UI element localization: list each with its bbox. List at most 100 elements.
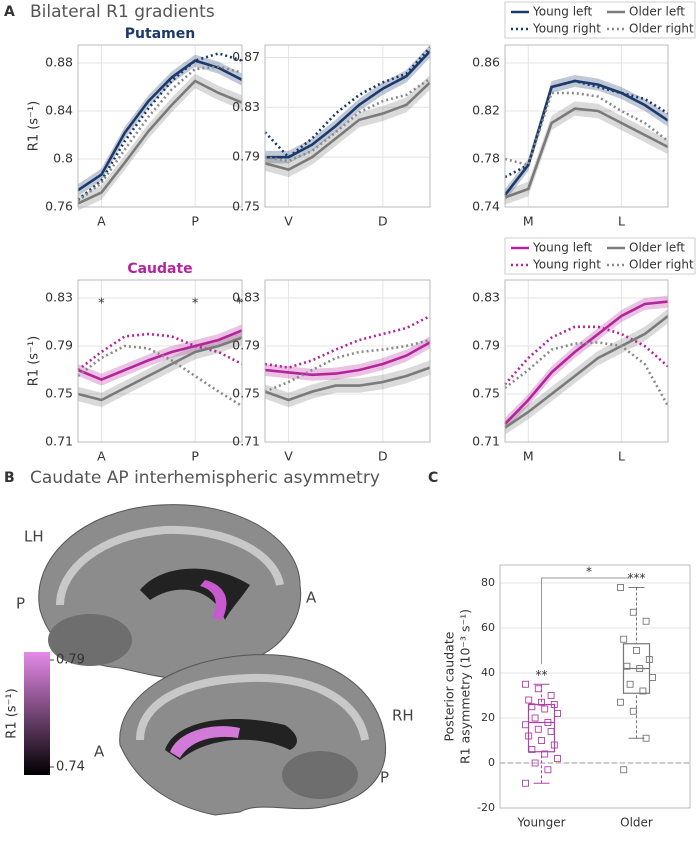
y-tick-label: 0.79: [472, 338, 500, 353]
data-point: [541, 705, 549, 713]
data-point: [550, 741, 558, 749]
x-tick-label: A: [97, 214, 106, 229]
data-point: [554, 710, 561, 717]
colorbar-tick-label: 0.79: [56, 653, 85, 668]
y-tick-label: 0.8: [53, 151, 73, 166]
significance: ***: [628, 571, 646, 585]
x-tick-label: L: [618, 449, 625, 464]
y-tick-label: 20: [481, 711, 495, 724]
y-tick-label: 0.83: [472, 290, 500, 305]
panel-label: A: [4, 4, 15, 20]
series-line: [264, 46, 431, 159]
data-point: [534, 685, 542, 693]
data-point: [531, 714, 539, 722]
series-line: [503, 79, 669, 196]
data-point: [522, 680, 529, 688]
data-point: [620, 766, 628, 774]
series-line: [504, 341, 670, 407]
y-tick-label: 0.76: [45, 199, 73, 214]
data-point: [528, 746, 536, 753]
brain-label: A: [94, 743, 105, 761]
plot-area: [78, 280, 242, 442]
error-band: [265, 74, 430, 178]
brain-label: A: [306, 589, 317, 607]
y-tick-label: 0.75: [45, 386, 73, 401]
data-point: [623, 662, 631, 670]
series-line: [265, 50, 431, 159]
x-tick-label: V: [284, 449, 293, 464]
x-tick-label: Younger: [516, 816, 565, 830]
data-point: [528, 703, 536, 711]
y-tick-label: 0.79: [232, 149, 260, 164]
plot-area: [265, 45, 430, 207]
series-line: [264, 338, 431, 393]
legend-box: [504, 237, 696, 275]
brain-label: P: [380, 769, 389, 787]
colorbar-tick-label: 0.74: [56, 760, 85, 775]
plot-area: [265, 280, 430, 442]
y-tick-label: 0.83: [232, 290, 260, 305]
data-point: [534, 725, 542, 733]
series-line: [264, 341, 431, 377]
legend-label: Older right: [629, 22, 694, 36]
panel-label: B: [4, 470, 15, 486]
y-tick-label: 0.74: [472, 199, 500, 214]
plot-frame: [264, 44, 431, 208]
y-tick-label: 60: [481, 621, 495, 634]
data-point: [642, 734, 650, 742]
x-tick-label: Older: [620, 816, 653, 830]
series-line: [264, 77, 431, 163]
brain-label: LH: [24, 528, 44, 546]
data-point: [620, 635, 628, 643]
brain-right: [119, 654, 387, 816]
y-tick-label: 0.71: [472, 434, 500, 449]
annotation: *: [98, 297, 105, 312]
x-tick-label: V: [284, 214, 293, 229]
series-line: [77, 79, 243, 205]
cortex: [136, 673, 369, 741]
error-band: [265, 336, 430, 381]
x-tick-label: L: [618, 214, 625, 229]
caudate-overlay: [170, 726, 240, 758]
plot-frame: [77, 279, 243, 443]
series-line: [77, 336, 243, 402]
y-axis-label: R1 asymmetry (10⁻³ s⁻¹): [458, 609, 473, 764]
y-tick-label: 0.79: [45, 338, 73, 353]
colorbar: [24, 652, 50, 775]
y-tick-label: 0.83: [45, 290, 73, 305]
y-tick-label: 0: [488, 756, 495, 769]
data-point: [531, 759, 539, 767]
plot-area: [78, 45, 242, 207]
x-tick-label: M: [523, 214, 534, 229]
legend-label: Young right: [532, 258, 601, 272]
error-band: [78, 73, 242, 211]
data-point: [636, 665, 644, 672]
data-point: [544, 766, 552, 774]
y-tick-label: 0.83: [232, 99, 260, 114]
series-line: [504, 91, 669, 167]
y-tick-label: 0.78: [472, 151, 500, 166]
legend: Young left Young right Older left Older rig…: [504, 1, 696, 39]
data-point: [522, 779, 529, 787]
data-point: [550, 701, 558, 708]
y-tick-label: 0.75: [232, 386, 260, 401]
data-point: [525, 732, 533, 740]
colorbar-label: R1 (s⁻¹): [5, 688, 20, 738]
comparison-bracket: [541, 577, 631, 665]
plot-frame: [264, 279, 431, 443]
data-point: [525, 696, 533, 704]
x-tick-label: D: [378, 214, 388, 229]
data-point: [522, 721, 529, 729]
y-tick-label: 0.84: [45, 103, 73, 118]
data-point: [617, 584, 624, 591]
data-point: [617, 698, 624, 706]
data-point: [544, 719, 552, 726]
legend-label: Young left: [532, 241, 592, 255]
data-point: [629, 608, 637, 616]
series-line: [504, 325, 669, 386]
data-point: [645, 656, 653, 663]
plot-frame: [504, 279, 669, 443]
annotation: *: [192, 297, 199, 312]
x-tick-label: P: [191, 214, 199, 229]
error-band: [265, 360, 430, 408]
